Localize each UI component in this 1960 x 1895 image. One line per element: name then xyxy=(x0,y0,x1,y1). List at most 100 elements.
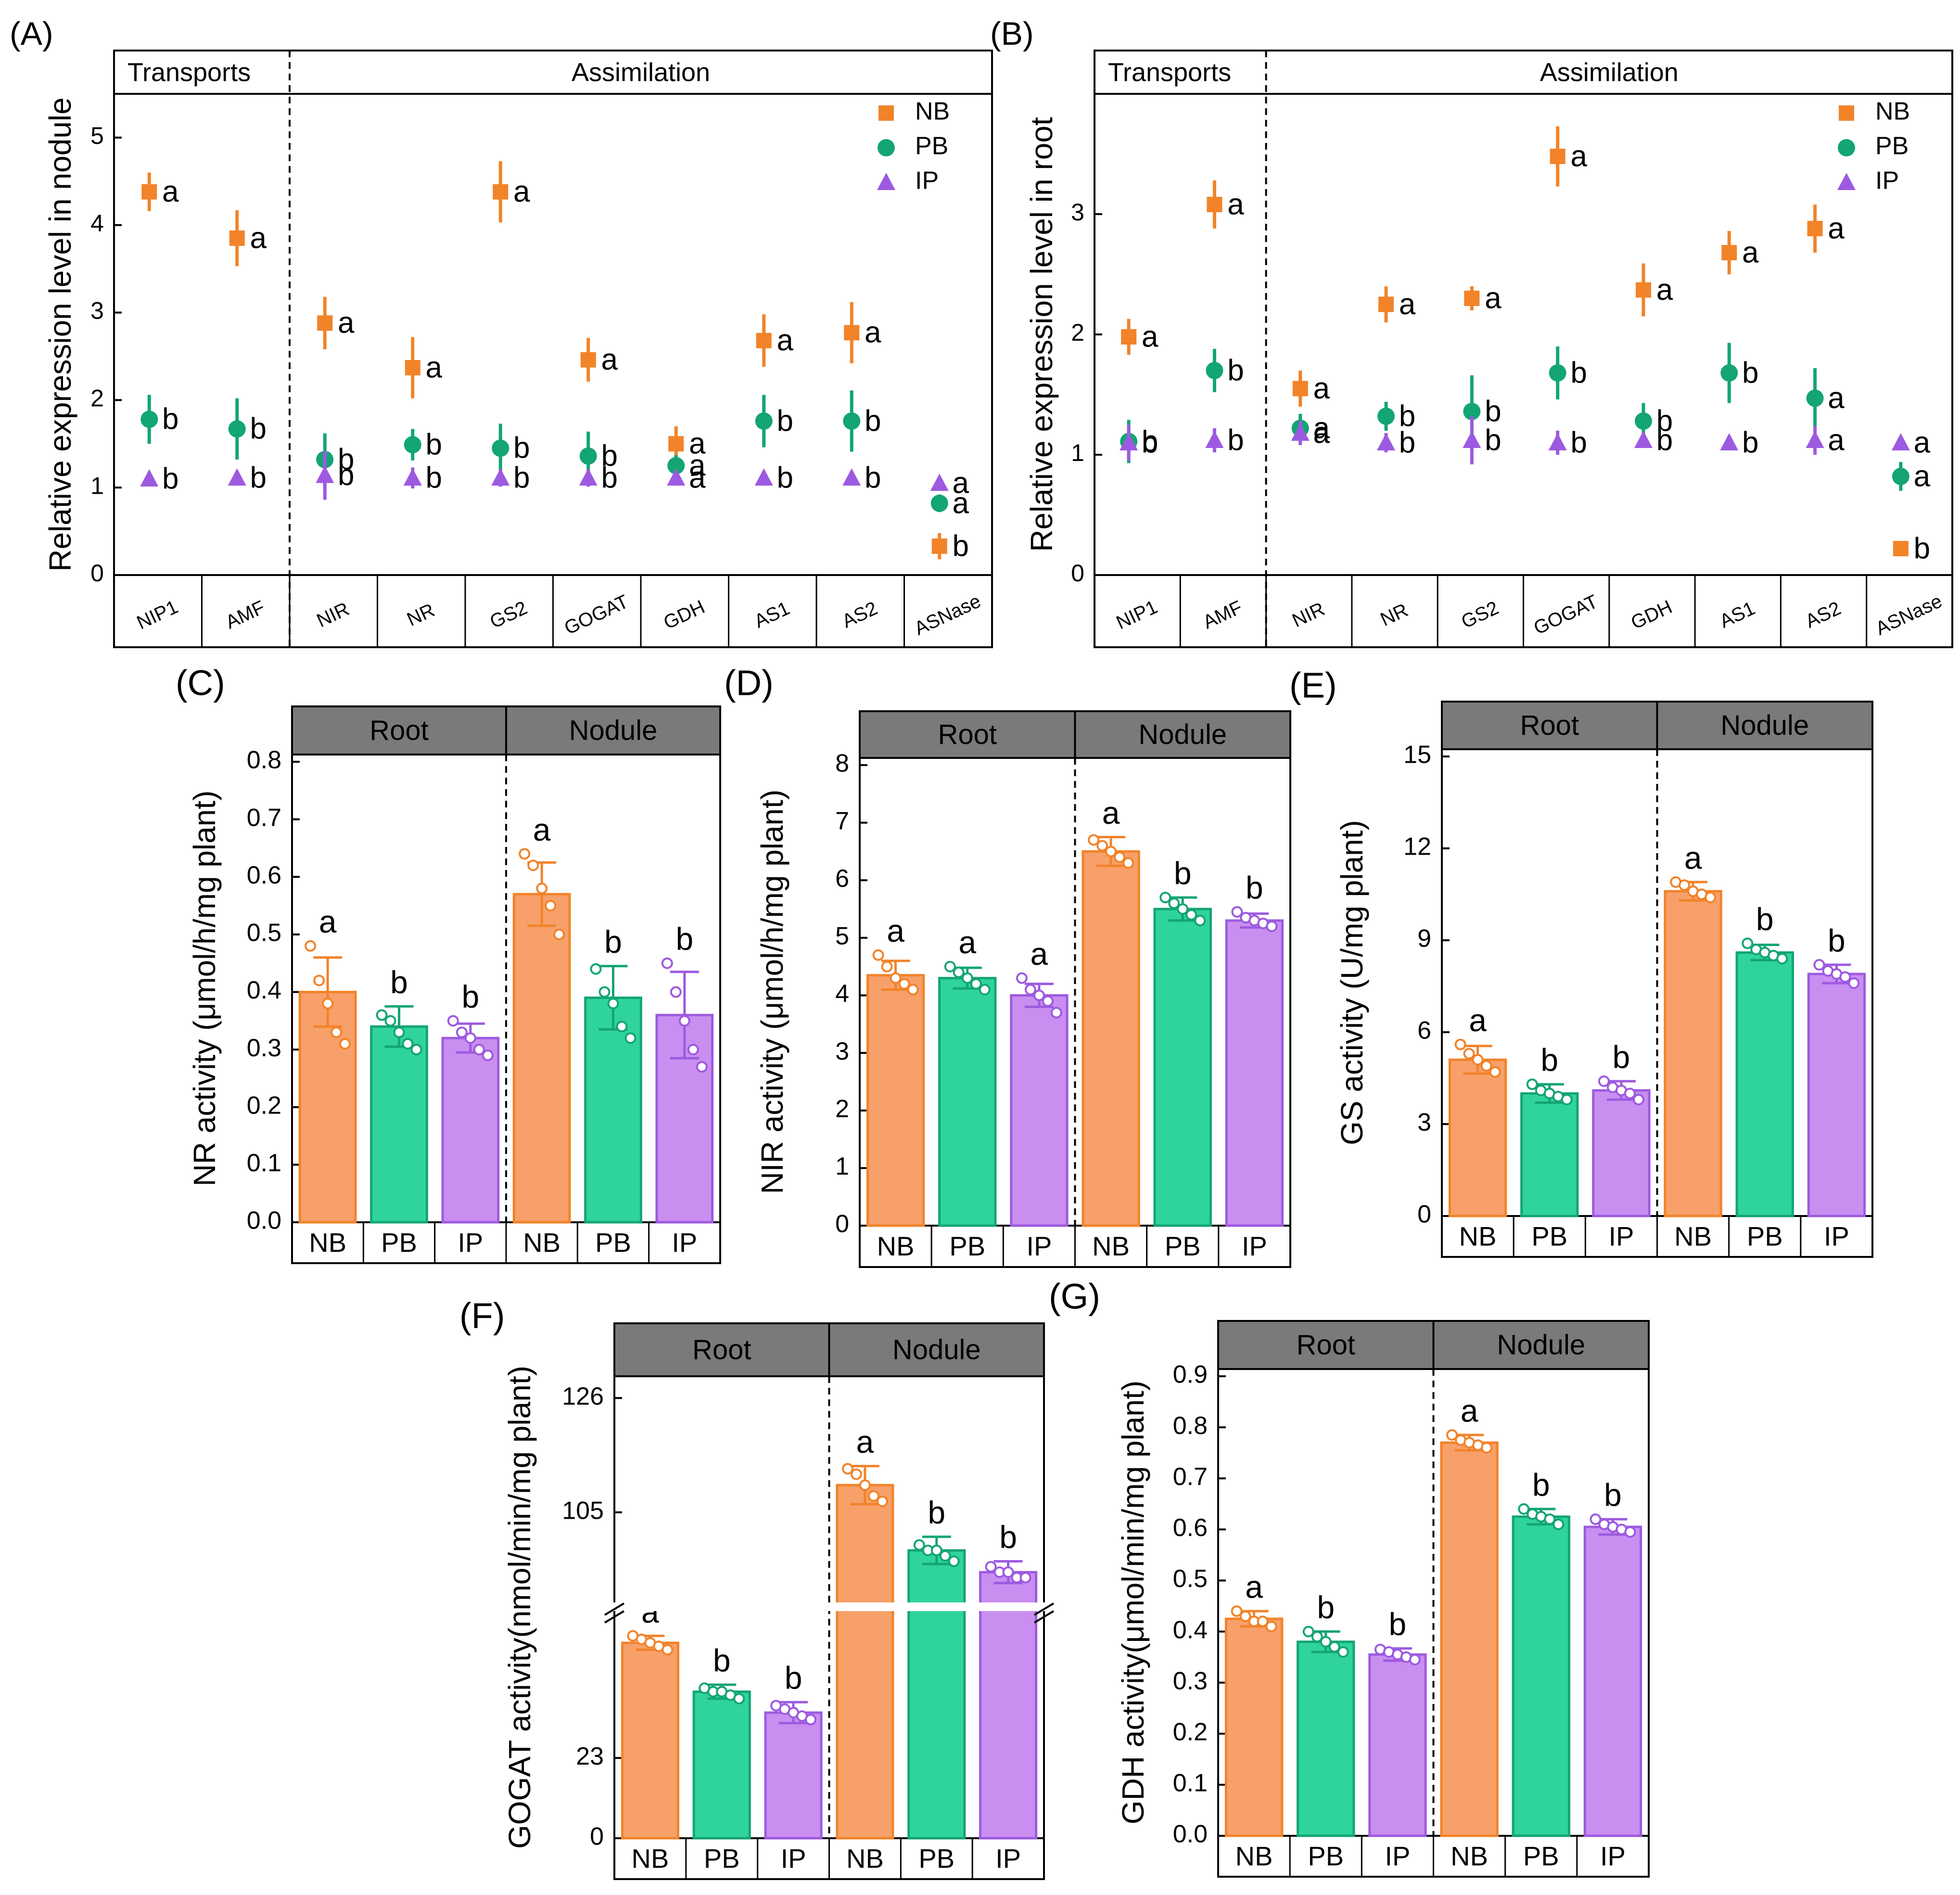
y-tick-label: 0.4 xyxy=(247,976,281,1004)
replicate-point xyxy=(1632,1094,1644,1106)
replicate-point xyxy=(687,1044,699,1056)
data-point-ip-as1 xyxy=(754,468,773,486)
x-tick-label: PB xyxy=(1523,1841,1559,1871)
y-axis-label: GS activity (U/mg plant) xyxy=(1335,820,1369,1145)
x-tick-label: NB xyxy=(1451,1841,1488,1871)
significance-letter: b xyxy=(250,412,267,446)
significance-letter: a xyxy=(1142,320,1158,353)
replicate-point xyxy=(402,1038,414,1050)
replicate-point xyxy=(1231,1605,1243,1617)
replicate-point xyxy=(393,1026,405,1038)
replicate-point xyxy=(456,1026,468,1038)
bar-root-nb xyxy=(866,974,925,1227)
bar-root-nb xyxy=(621,1641,679,1840)
replicate-point xyxy=(1544,1513,1556,1525)
x-tick-label: PB xyxy=(381,1227,417,1257)
legend-marker-ip xyxy=(1837,173,1856,190)
significance-letter: a xyxy=(1684,840,1702,875)
y-tick-label: 23 xyxy=(576,1742,604,1770)
x-tick-label: IP xyxy=(995,1843,1021,1873)
x-tick-label: GDH xyxy=(661,596,708,633)
replicate-point xyxy=(376,1009,388,1021)
panel-label: (D) xyxy=(724,663,774,703)
data-point-ip-gogat xyxy=(1548,433,1567,450)
y-tick-label: 105 xyxy=(562,1497,604,1524)
data-point-ip-nr xyxy=(1377,433,1396,450)
y-tick-label: 0.4 xyxy=(1173,1616,1208,1644)
replicate-point xyxy=(536,883,548,895)
significance-letter: b xyxy=(865,461,881,495)
bar-nodule-nb xyxy=(512,893,571,1224)
x-tick-label: NB xyxy=(846,1843,884,1873)
significance-letter: b xyxy=(1756,901,1774,937)
y-tick-label: 7 xyxy=(835,807,849,835)
y-tick-label: 12 xyxy=(1403,833,1431,861)
data-point-nb-nip1 xyxy=(141,184,157,200)
legend-marker-ip xyxy=(877,173,895,190)
data-point-pb-as2 xyxy=(1806,389,1824,407)
significance-letter: b xyxy=(1389,1606,1407,1642)
significance-letter: b xyxy=(1399,426,1415,459)
replicate-point xyxy=(1105,845,1117,858)
data-point-ip-nr xyxy=(403,468,422,486)
replicate-point xyxy=(1454,1038,1466,1050)
y-tick-label: 3 xyxy=(1417,1109,1431,1137)
replicate-point xyxy=(850,1468,862,1480)
data-point-ip-amf xyxy=(1205,431,1224,448)
replicate-point xyxy=(1624,1088,1636,1100)
group-label-transports: Transports xyxy=(127,58,251,87)
x-tick-label: PB xyxy=(949,1231,985,1261)
replicate-point xyxy=(1446,1429,1458,1441)
bar-nodule-pb xyxy=(907,1549,966,1840)
data-point-ip-nip1 xyxy=(1120,433,1138,450)
data-point-nb-as1 xyxy=(1721,245,1737,260)
y-tick-label: 0 xyxy=(1417,1201,1431,1229)
y-axis-label: Relative expression level in root xyxy=(1024,117,1059,552)
data-point-nb-nr xyxy=(405,360,420,376)
y-tick-label: 0.3 xyxy=(1173,1667,1208,1695)
data-point-nb-gogat xyxy=(580,352,596,368)
replicate-point xyxy=(331,1026,343,1038)
x-tick-label: ASNase xyxy=(1872,590,1946,640)
replicate-point xyxy=(1265,1620,1277,1632)
y-tick-label: 0.0 xyxy=(247,1207,281,1235)
significance-letter: a xyxy=(1914,426,1931,459)
x-tick-label: PB xyxy=(1308,1841,1344,1871)
replicate-point xyxy=(1472,1054,1484,1066)
replicate-point xyxy=(339,1038,351,1050)
replicate-point xyxy=(1463,1048,1475,1060)
replicate-point xyxy=(473,1044,485,1056)
y-axis-label: NR activity (μmol/h/mg plant) xyxy=(187,791,222,1187)
bar-nodule-pb xyxy=(1735,951,1794,1217)
x-tick-label: NB xyxy=(309,1227,346,1257)
x-tick-label: NB xyxy=(523,1227,560,1257)
significance-letter: a xyxy=(1914,460,1931,493)
bar-nodule-pb xyxy=(584,996,642,1224)
significance-letter: b xyxy=(426,428,442,461)
x-tick-label: IP xyxy=(672,1227,697,1257)
replicate-point xyxy=(1409,1653,1421,1665)
replicate-point xyxy=(1231,906,1243,918)
y-tick-label: 3 xyxy=(1071,199,1084,226)
plot-frame xyxy=(113,50,993,648)
significance-letter: b xyxy=(1485,423,1501,457)
replicate-point xyxy=(313,974,325,986)
significance-letter: b xyxy=(1399,399,1415,433)
y-tick-label: 3 xyxy=(90,297,104,324)
replicate-point xyxy=(1088,834,1100,846)
panel-label: (B) xyxy=(990,15,1034,52)
replicate-point xyxy=(1033,989,1045,1001)
bar-root-pb xyxy=(692,1690,751,1840)
significance-letter: a xyxy=(953,487,969,520)
data-point-ip-gdh xyxy=(667,468,686,486)
y-tick-label: 1 xyxy=(90,472,104,499)
replicate-point xyxy=(1177,903,1189,915)
significance-letter: a xyxy=(601,343,618,376)
significance-letter: b xyxy=(1227,354,1244,387)
replicate-point xyxy=(939,1550,951,1562)
y-tick-label: 15 xyxy=(1403,741,1431,769)
significance-letter: a xyxy=(1313,416,1330,449)
data-point-ip-as1 xyxy=(1720,433,1739,450)
replicate-point xyxy=(1480,1060,1492,1072)
data-point-pb-as1 xyxy=(755,412,773,430)
